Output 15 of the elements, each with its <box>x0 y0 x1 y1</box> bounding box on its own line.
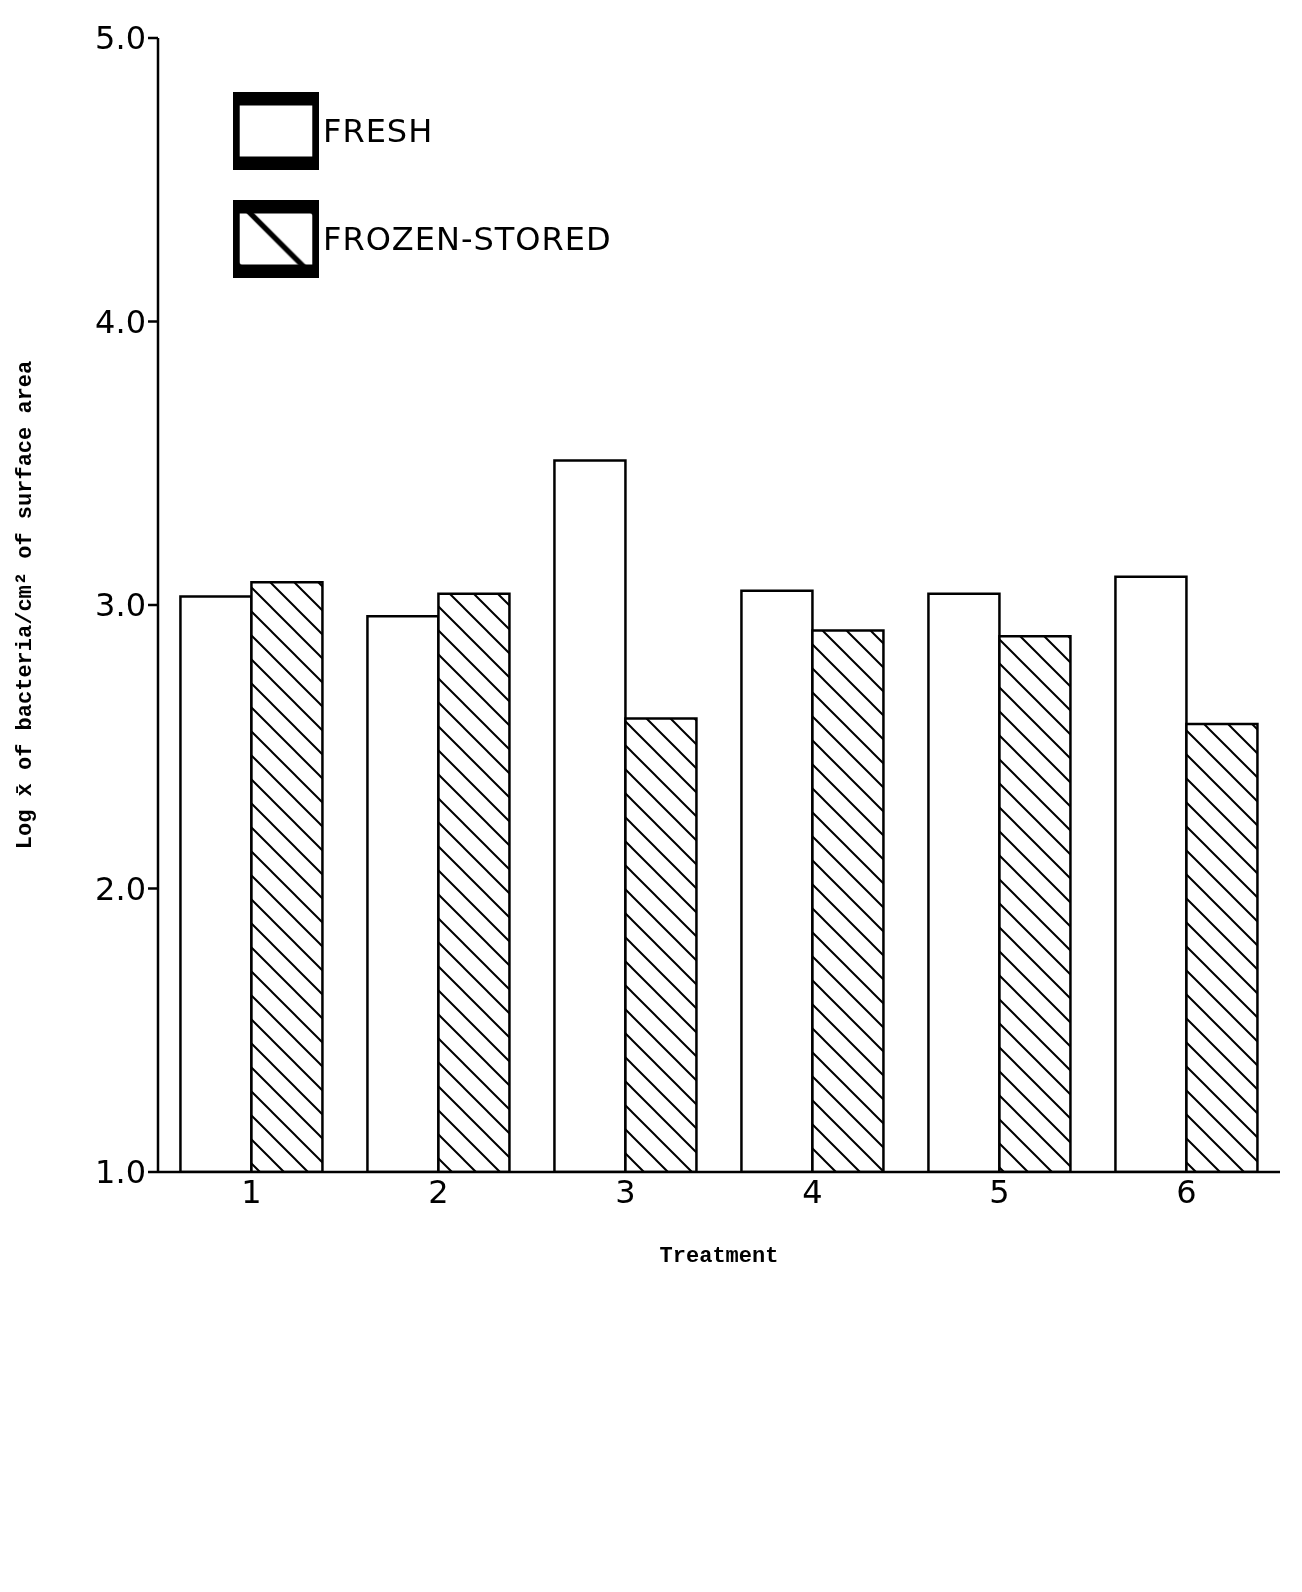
y-tick-label: 3.0 <box>95 586 146 625</box>
x-tick-label: 4 <box>802 1172 823 1211</box>
y-tick-label: 4.0 <box>95 302 146 341</box>
y-tick-label: 5.0 <box>95 19 146 58</box>
y-tick-label: 1.0 <box>95 1153 146 1192</box>
x-tick-label: 6 <box>1176 1172 1197 1211</box>
y-axis-title: Log x̄ of bacteria/cm² of surface area <box>12 360 38 850</box>
legend-label: FROZEN-STORED <box>323 220 612 258</box>
y-tick-label: 2.0 <box>95 869 146 908</box>
x-tick-label: 1 <box>241 1172 262 1211</box>
x-tick-label: 5 <box>989 1172 1010 1211</box>
x-axis-title: Treatment <box>659 1244 779 1269</box>
x-tick-label: 2 <box>428 1172 449 1211</box>
legend-label: FRESH <box>323 112 434 150</box>
x-tick-label: 3 <box>615 1172 636 1211</box>
